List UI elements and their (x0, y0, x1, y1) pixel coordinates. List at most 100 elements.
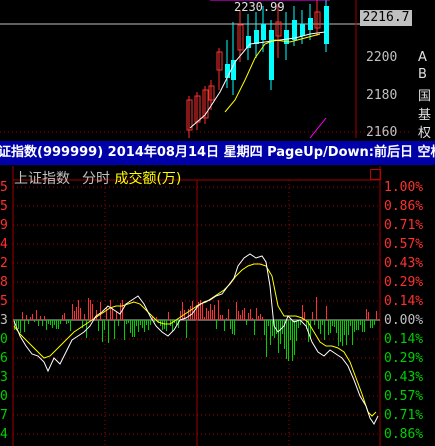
candle-body (208, 85, 215, 101)
volume-bar (46, 320, 47, 330)
candle-body (314, 11, 321, 29)
volume-bar (276, 320, 277, 334)
volume-bar (314, 320, 315, 325)
price-tick: 3 (0, 370, 8, 385)
volume-bar (348, 320, 349, 335)
volume-bar (110, 300, 111, 320)
volume-bar (130, 320, 131, 333)
volume-bar (346, 320, 347, 345)
volume-bar (352, 320, 353, 345)
side-label-a[interactable]: A (418, 50, 427, 65)
volume-bar (84, 314, 85, 320)
panel-toggle-icon[interactable] (370, 169, 381, 180)
volume-bar (278, 320, 279, 353)
volume-bar (324, 320, 325, 340)
volume-bar (50, 320, 51, 325)
volume-bar (254, 320, 255, 335)
price-tick: 3 (0, 313, 8, 328)
percent-tick: 0.29% (384, 275, 424, 290)
price-tick: 7 (0, 408, 8, 423)
percent-tick: 0.29% (384, 351, 424, 366)
price-tick: 6 (0, 351, 8, 366)
volume-bar (70, 320, 71, 331)
side-label-guo[interactable]: 国 (418, 89, 432, 104)
volume-bar (102, 320, 103, 342)
volume-bar (54, 320, 55, 325)
volume-bar (180, 311, 181, 320)
volume-bar (364, 320, 365, 332)
volume-bar (334, 320, 335, 327)
volume-bar (156, 317, 157, 320)
candle-body (300, 24, 305, 36)
volume-bar (120, 303, 121, 320)
side-label-quan[interactable]: 权 (418, 126, 432, 138)
volume-bar (90, 300, 91, 320)
candle-body (308, 18, 313, 30)
volume-bar (292, 320, 293, 361)
volume-bar (74, 311, 75, 320)
volume-bar (20, 320, 21, 333)
percent-tick: 0.57% (384, 389, 424, 404)
volume-bar (326, 306, 327, 320)
price-tick: 0 (0, 332, 8, 347)
price-tick: 4 (0, 427, 8, 442)
volume-bar (182, 302, 183, 320)
percent-tick: 0.86% (384, 199, 424, 214)
volume-bar (140, 320, 141, 325)
volume-bar (66, 320, 67, 324)
side-label-b[interactable]: B (418, 67, 427, 82)
volume-bar (272, 320, 273, 336)
price-level-2180: 2180 (366, 88, 398, 103)
volume-bar (18, 320, 19, 329)
volume-bar (338, 320, 339, 346)
volume-bar (134, 320, 135, 337)
candle-body (202, 89, 209, 119)
volume-bar (198, 302, 199, 320)
volume-bar (104, 320, 105, 330)
volume-bar (100, 302, 101, 320)
kline-panel[interactable]: 2230.99 2216.7 2200 2180 2160 A B 国 基 权 (0, 0, 435, 138)
volume-bar (58, 320, 59, 329)
volume-bar (262, 317, 263, 320)
intraday-panel[interactable]: 上证指数 分时 成交额(万) 1.00% 0.86% 0.71% 0.57% 0.43% 0… (0, 166, 435, 446)
side-label-ji[interactable]: 基 (418, 108, 432, 123)
moving-average-line-1 (189, 31, 326, 129)
volume-bar (32, 314, 33, 320)
volume-bar (224, 320, 225, 331)
volume-bar (372, 320, 373, 328)
volume-bar (374, 320, 375, 325)
candle-body (186, 99, 193, 131)
volume-bar (250, 309, 251, 320)
volume-bar (114, 320, 115, 339)
volume-bar (76, 307, 77, 320)
volume-bar (124, 320, 125, 340)
volume-bar (22, 312, 23, 320)
volume-bar (256, 308, 257, 320)
volume-bar (328, 320, 329, 335)
volume-bar (208, 311, 209, 320)
volume-bar (190, 306, 191, 320)
volume-bar (290, 320, 291, 340)
candle-body (225, 64, 230, 78)
percent-tick: 0.43% (384, 256, 424, 271)
volume-bar (332, 320, 333, 326)
volume-bar (302, 305, 303, 320)
volume-bar (108, 320, 109, 343)
volume-bar (280, 320, 281, 344)
price-tick: 8 (0, 275, 8, 290)
volume-bar (234, 320, 235, 335)
intraday-header: 上证指数 分时 成交额(万) (14, 168, 181, 188)
volume-bar (300, 320, 301, 325)
volume-bar (304, 312, 305, 320)
volume-bar (288, 320, 289, 361)
volume-bar (310, 320, 311, 339)
kline-chart[interactable] (0, 0, 435, 138)
volume-bar (298, 320, 299, 328)
volume-bar (322, 320, 323, 325)
candle-body (275, 21, 282, 37)
volume-bar (168, 312, 169, 320)
volume-bar (210, 304, 211, 320)
volume-bar (264, 320, 265, 335)
mode-label[interactable]: 分时 (82, 171, 110, 187)
intraday-chart[interactable] (0, 166, 435, 446)
